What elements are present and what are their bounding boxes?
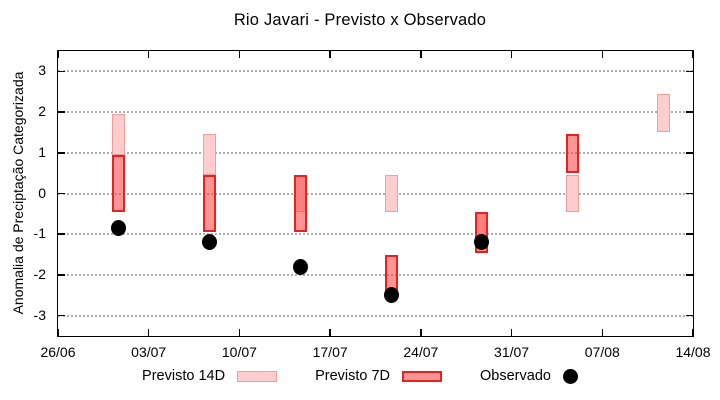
y-tick-mark	[58, 274, 65, 276]
x-tick-mark	[238, 329, 241, 336]
x-tick-mark	[238, 51, 241, 58]
observado-dot	[474, 234, 490, 251]
gridline	[58, 314, 693, 317]
gridline	[58, 273, 693, 276]
y-tick-mark	[686, 70, 693, 73]
x-tick-mark	[692, 51, 694, 58]
x-tick-mark	[420, 329, 422, 336]
y-tick-mark	[58, 233, 65, 235]
observado-dot	[292, 258, 308, 275]
previsto-7d-bar	[384, 254, 398, 292]
y-tick-label: -3	[33, 306, 46, 323]
gridline	[58, 111, 693, 114]
x-tick-mark	[420, 51, 422, 58]
previsto-7d-bar	[203, 175, 217, 233]
legend-item: Previsto 14D	[142, 368, 278, 384]
y-tick-label: 1	[38, 143, 46, 160]
x-tick-label: 31/07	[494, 344, 530, 360]
x-tick-label: 14/08	[675, 344, 711, 360]
y-tick-mark	[686, 233, 693, 235]
legend-swatch-previsto-7d	[402, 370, 443, 382]
legend-swatch-observado	[562, 368, 578, 384]
y-tick-label: 3	[38, 62, 46, 79]
y-tick-mark	[686, 192, 693, 195]
x-tick-label: 24/07	[403, 344, 439, 360]
previsto-14d-bar	[565, 175, 579, 212]
x-tick-mark	[147, 51, 150, 58]
gridline	[58, 70, 693, 73]
x-tick-mark	[601, 329, 604, 336]
x-tick-mark	[601, 51, 604, 58]
chart-title: Rio Javari - Previsto x Observado	[233, 11, 487, 29]
x-tick-label: 26/06	[40, 344, 76, 360]
y-tick-label: -2	[33, 265, 46, 282]
x-tick-label: 10/07	[221, 344, 257, 360]
x-tick-mark	[57, 329, 59, 336]
observado-dot	[383, 287, 399, 304]
y-tick-mark	[58, 192, 65, 195]
previsto-7d-bar	[565, 134, 579, 174]
x-tick-mark	[510, 329, 513, 336]
previsto-14d-bar	[384, 175, 398, 212]
previsto-14d-bar	[112, 114, 126, 155]
y-tick-mark	[686, 274, 693, 276]
y-tick-label: -1	[33, 225, 46, 242]
legend-label: Previsto 7D	[315, 368, 391, 384]
y-tick-label: 0	[38, 184, 46, 201]
x-tick-mark	[510, 51, 513, 58]
y-tick-mark	[58, 70, 65, 73]
x-tick-label: 03/07	[131, 344, 167, 360]
x-tick-label: 07/08	[584, 344, 620, 360]
previsto-14d-bar	[656, 93, 670, 133]
y-tick-mark	[686, 152, 693, 154]
y-tick-mark	[58, 152, 65, 154]
x-tick-mark	[692, 329, 694, 336]
y-tick-mark	[686, 111, 693, 113]
gridline	[58, 151, 693, 154]
previsto-14d-bar	[203, 134, 217, 176]
plot-area	[57, 50, 694, 337]
legend-label: Previsto 14D	[142, 368, 226, 384]
gridline	[58, 192, 693, 195]
legend-item: Previsto 7D	[315, 368, 443, 384]
x-tick-mark	[147, 329, 150, 336]
observado-dot	[111, 220, 127, 237]
y-tick-label: 2	[38, 103, 46, 120]
observado-dot	[202, 234, 218, 251]
x-tick-mark	[57, 51, 59, 58]
x-tick-label: 17/07	[312, 344, 348, 360]
y-tick-mark	[58, 314, 65, 317]
legend: Previsto 14D Previsto 7D Observado	[0, 368, 720, 384]
gridline	[58, 233, 693, 236]
legend-item: Observado	[480, 368, 578, 384]
y-tick-mark	[58, 111, 65, 113]
previsto-7d-bar	[293, 175, 307, 233]
previsto-7d-bar	[112, 154, 126, 212]
x-tick-mark	[329, 51, 331, 58]
x-tick-mark	[329, 329, 331, 336]
legend-label: Observado	[480, 368, 551, 384]
legend-swatch-previsto-14d	[237, 370, 278, 382]
y-tick-mark	[686, 314, 693, 317]
